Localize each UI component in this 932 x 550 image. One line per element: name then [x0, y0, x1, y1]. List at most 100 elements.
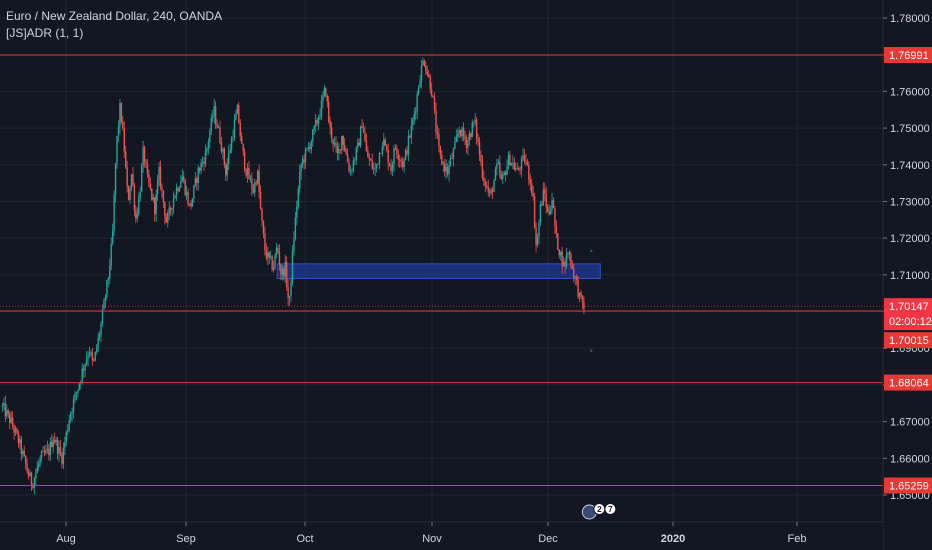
- candle: [174, 194, 176, 200]
- candle-body: [335, 142, 337, 146]
- candle-body: [359, 126, 362, 146]
- candle: [213, 98, 215, 125]
- candle: [248, 160, 250, 180]
- candle-body: [214, 106, 217, 124]
- candle-body: [241, 136, 243, 144]
- candle: [522, 147, 524, 162]
- level-price-tag[interactable]: 1.65259: [884, 477, 932, 494]
- candle-body: [129, 188, 131, 200]
- candle-body: [169, 207, 172, 210]
- level-price-tag[interactable]: 1.70015: [884, 332, 932, 349]
- candle: [539, 201, 542, 227]
- candle-body: [198, 167, 201, 171]
- candle-body: [42, 450, 44, 452]
- symbol-title[interactable]: Euro / New Zealand Dollar, 240, OANDA: [6, 9, 223, 23]
- candle-body: [574, 276, 576, 278]
- candle: [536, 233, 539, 248]
- candle-body: [415, 111, 417, 114]
- candle-body: [171, 208, 173, 210]
- candle: [296, 200, 298, 226]
- candle-body: [451, 158, 453, 159]
- candle: [375, 163, 378, 173]
- candle-body: [235, 114, 237, 121]
- candle: [570, 251, 572, 270]
- candle-body: [314, 120, 317, 126]
- candle: [575, 274, 578, 286]
- candle-body: [168, 207, 170, 214]
- candle-body: [78, 383, 81, 390]
- price-axis[interactable]: [883, 0, 932, 550]
- support-zone-rectangle[interactable]: [276, 263, 601, 280]
- candle: [304, 147, 307, 169]
- candle: [252, 183, 255, 195]
- candle: [258, 164, 260, 199]
- candle: [53, 432, 56, 445]
- candle-body: [280, 264, 282, 275]
- candle-body: [361, 126, 363, 129]
- candle-body: [570, 253, 572, 266]
- candle: [51, 434, 53, 448]
- candle: [256, 169, 259, 186]
- candle: [235, 109, 237, 121]
- candle-body: [75, 392, 78, 394]
- candle-body: [301, 159, 304, 165]
- candle: [580, 290, 582, 299]
- candle: [230, 135, 233, 154]
- candle: [515, 162, 517, 172]
- candle-body: [577, 280, 579, 298]
- candle-body: [362, 128, 365, 133]
- candle-body: [96, 347, 98, 352]
- candle: [293, 231, 295, 256]
- candle-body: [65, 431, 67, 442]
- candle-body: [14, 428, 17, 433]
- candle-body: [97, 337, 99, 348]
- candle-body: [448, 165, 450, 174]
- candle-body: [429, 76, 431, 90]
- candle: [370, 157, 372, 161]
- candle: [62, 442, 65, 470]
- candle-body: [381, 146, 384, 154]
- candle-body: [430, 89, 433, 96]
- candle-body: [457, 133, 459, 138]
- candle: [280, 263, 282, 281]
- candle: [98, 331, 101, 342]
- level-price-tag[interactable]: 1.76991: [884, 47, 932, 64]
- candle: [10, 410, 12, 424]
- candle: [394, 143, 397, 151]
- candle-body: [219, 127, 221, 144]
- candle: [264, 226, 266, 256]
- level-price-tag-bg: [884, 374, 932, 391]
- indicator-label[interactable]: [JS]ADR (1, 1): [6, 26, 84, 40]
- candle: [101, 304, 104, 327]
- candle: [223, 147, 226, 169]
- candle-body: [113, 194, 115, 231]
- candle-body: [557, 233, 559, 250]
- candle-body: [529, 179, 531, 184]
- candle-body: [62, 447, 65, 464]
- candle-body: [58, 446, 60, 454]
- candle-body: [11, 417, 14, 427]
- candle: [506, 159, 508, 176]
- candle: [354, 157, 356, 166]
- candle: [504, 170, 507, 182]
- last-price-tag[interactable]: 1.70147 02:00:12: [884, 298, 932, 331]
- candle: [341, 135, 343, 155]
- candle: [377, 163, 379, 165]
- candle-body: [512, 162, 514, 164]
- event-badge[interactable]: [604, 503, 617, 515]
- level-price-tag-bg: [884, 47, 932, 64]
- time-axis[interactable]: [0, 522, 883, 550]
- candle-body: [26, 464, 28, 472]
- candle: [46, 440, 49, 454]
- candle-body: [130, 174, 133, 189]
- candle-body: [384, 139, 386, 146]
- level-price-tag-label: 1.68064: [889, 378, 929, 390]
- candle: [475, 117, 478, 145]
- candle: [129, 185, 131, 204]
- candle-body: [119, 103, 121, 127]
- candle-body: [246, 167, 249, 176]
- level-price-tag[interactable]: 1.68064: [884, 374, 932, 391]
